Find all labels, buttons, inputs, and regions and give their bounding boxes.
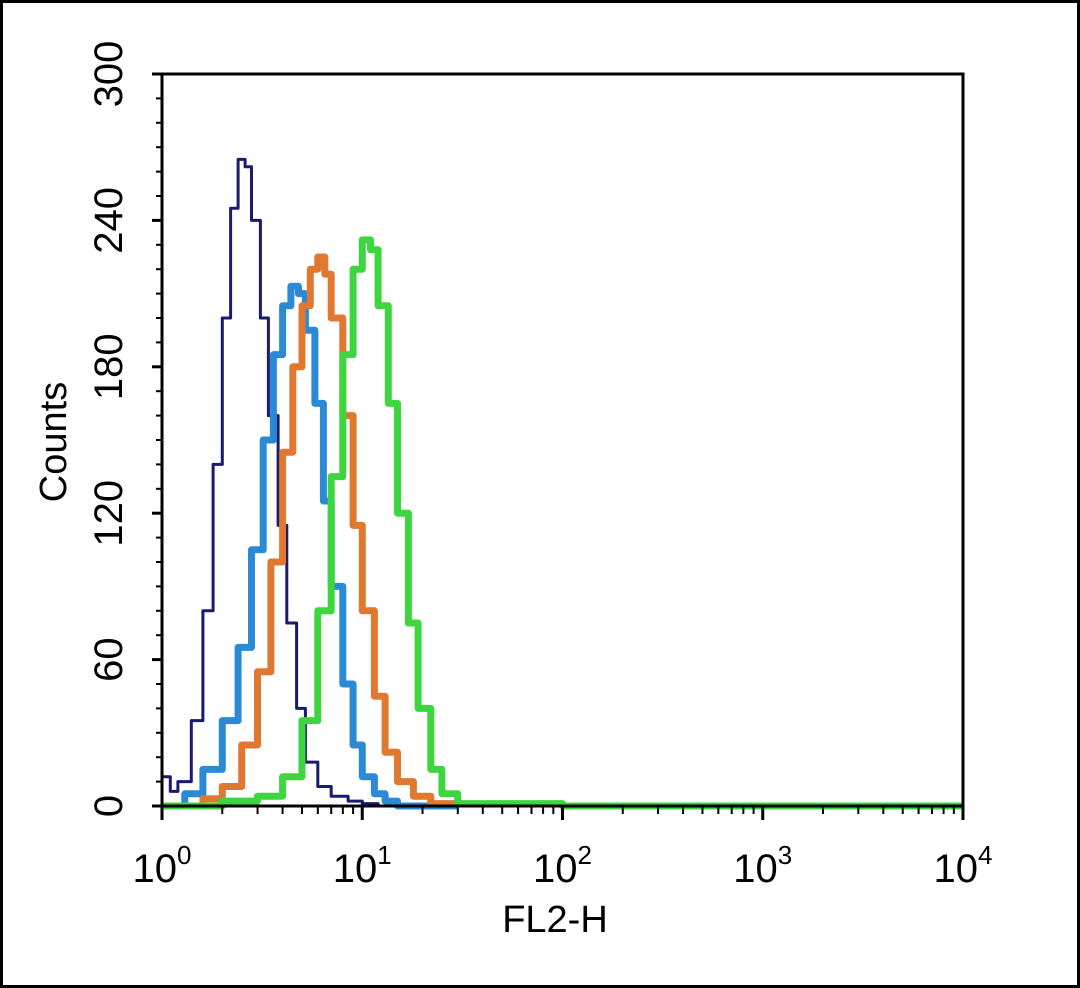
series-line-2 — [162, 282, 458, 810]
x-axis: 100 101 102 103 104 — [133, 806, 993, 891]
series-layer — [162, 157, 963, 810]
y-tick-label: 300 — [87, 41, 131, 108]
x-tick-label: 102 — [533, 840, 592, 891]
series-line-3 — [162, 253, 462, 810]
series-line-1 — [162, 157, 423, 808]
series-line-4 — [162, 236, 963, 810]
y-axis: 0 60 120 180 240 300 — [87, 41, 162, 817]
y-tick-label: 240 — [87, 187, 131, 254]
x-tick-label: 104 — [934, 840, 993, 891]
y-tick-label: 60 — [87, 637, 131, 682]
y-tick-label: 0 — [87, 795, 131, 817]
plot-area — [160, 72, 965, 808]
x-tick-label: 100 — [133, 840, 192, 891]
y-tick-label: 180 — [87, 333, 131, 400]
x-tick-label: 101 — [333, 840, 392, 891]
x-tick-label: 103 — [733, 840, 792, 891]
y-tick-label: 120 — [87, 480, 131, 547]
y-axis-title: Counts — [33, 382, 75, 502]
x-axis-title: FL2-H — [502, 899, 608, 941]
